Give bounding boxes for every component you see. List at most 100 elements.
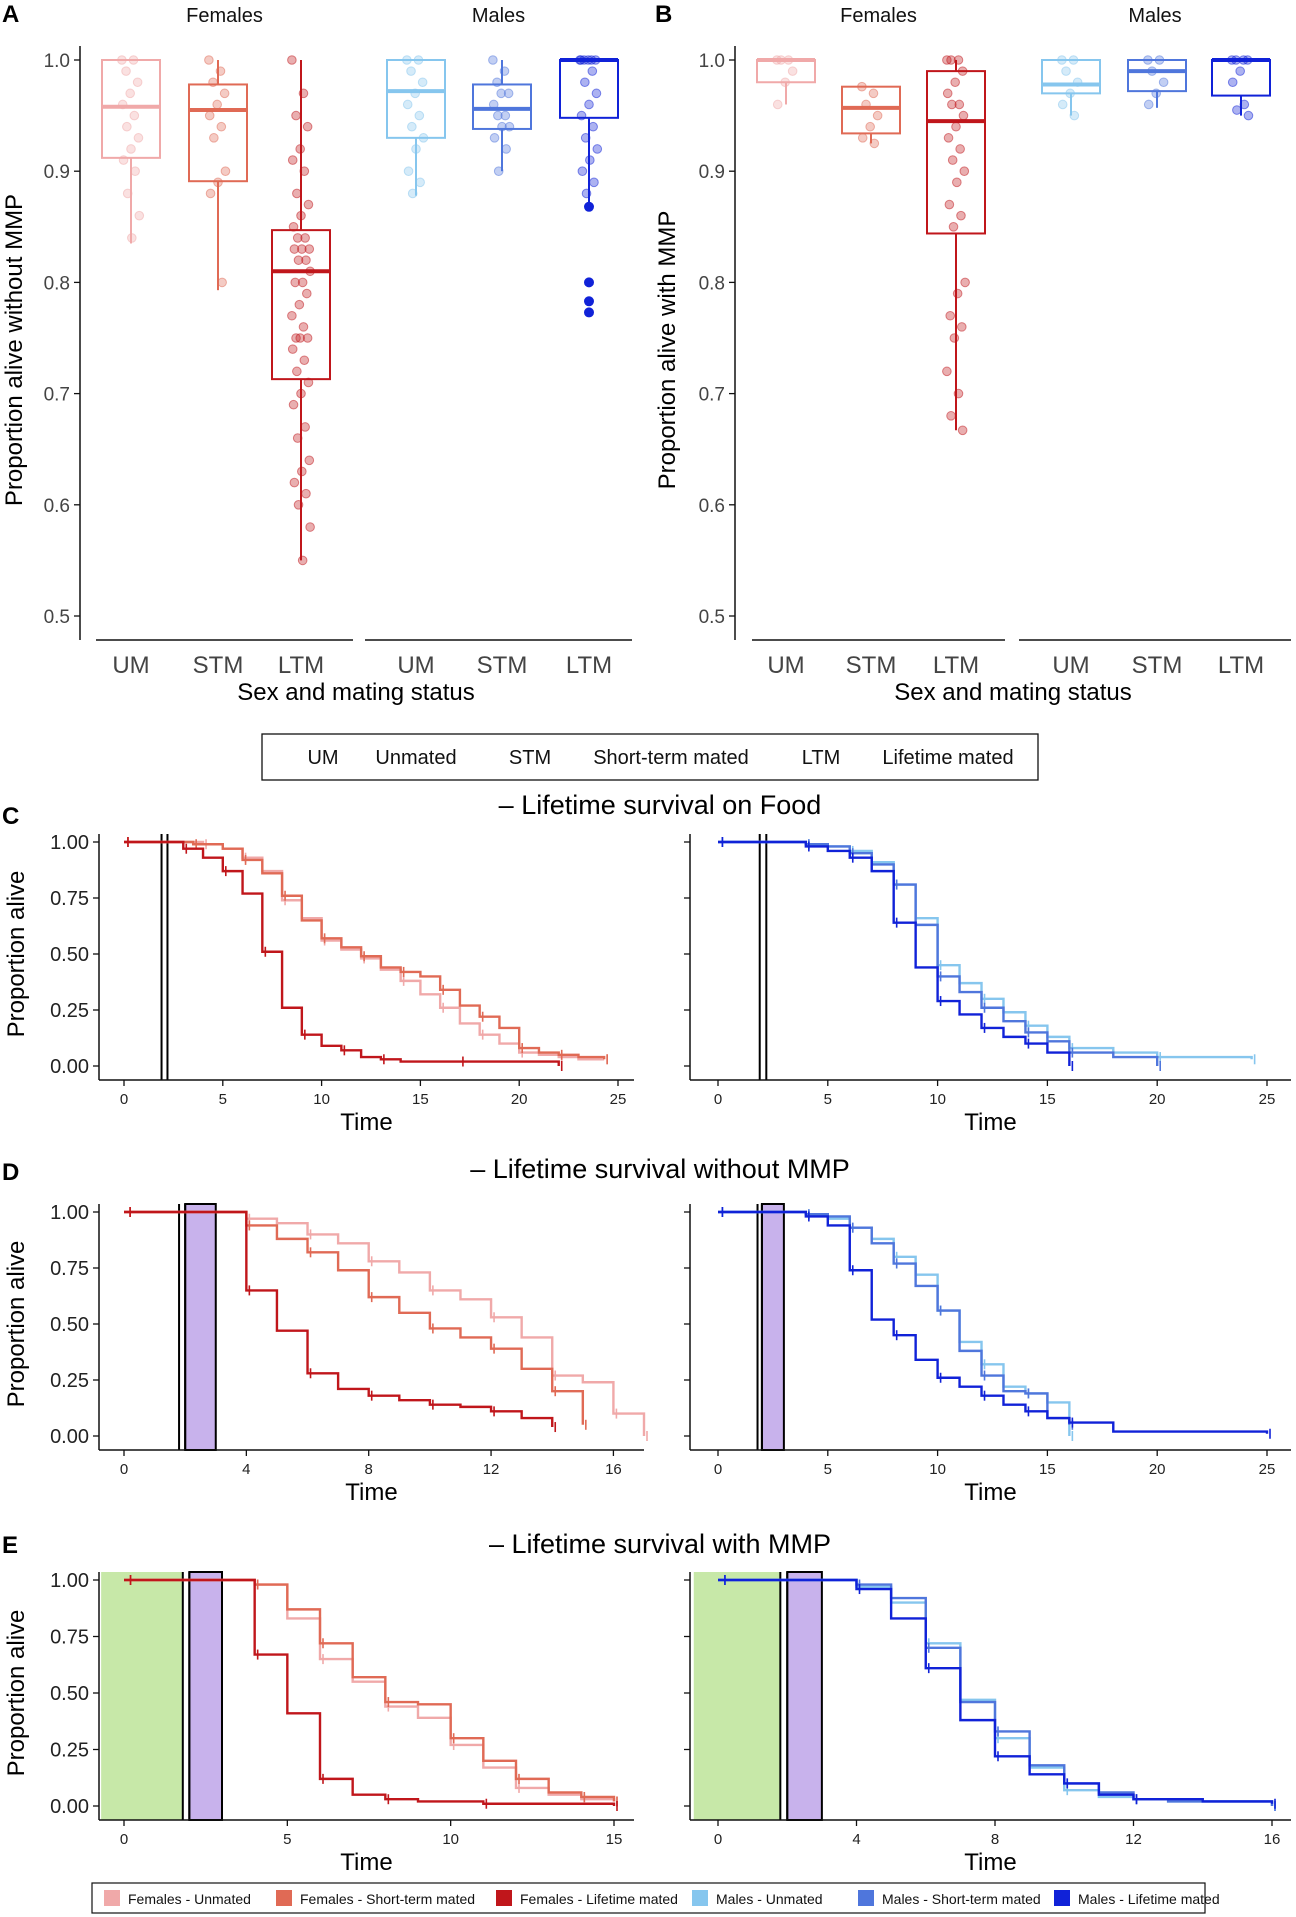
x-tick-label: LTM bbox=[566, 652, 612, 679]
x-tick-label: 12 bbox=[1125, 1831, 1142, 1848]
outlier-point bbox=[584, 277, 594, 288]
data-point bbox=[299, 355, 310, 366]
x-tick-label: LTM bbox=[278, 652, 324, 679]
data-point bbox=[305, 522, 315, 532]
data-point bbox=[293, 255, 304, 265]
data-point bbox=[133, 133, 144, 143]
x-tick-label: 0 bbox=[120, 1461, 128, 1478]
data-point bbox=[946, 411, 956, 421]
data-point bbox=[589, 177, 599, 188]
x-tick-label: 25 bbox=[610, 1091, 627, 1108]
y-tick-label: 1.00 bbox=[50, 1202, 89, 1224]
survival-curve bbox=[124, 1578, 616, 1806]
legend-full-name: Unmated bbox=[375, 747, 456, 769]
y-tick-label: 0.7 bbox=[44, 385, 70, 406]
data-point bbox=[122, 121, 132, 132]
y-axis-label: Proportion alive without MMP bbox=[1, 194, 28, 506]
y-axis-label: Proportion alive bbox=[3, 1241, 30, 1408]
data-point bbox=[212, 99, 222, 110]
mmp-period-shade bbox=[786, 1571, 823, 1821]
x-axis-label: Sex and mating status bbox=[894, 679, 1131, 706]
data-point bbox=[297, 244, 307, 254]
data-point bbox=[303, 199, 314, 210]
y-tick-label: 0.5 bbox=[44, 607, 70, 628]
data-point bbox=[130, 166, 140, 176]
box-iqr bbox=[271, 229, 331, 381]
survival-curve bbox=[124, 1578, 616, 1802]
panel-letter: B bbox=[655, 1, 672, 28]
legend-abbr: UM bbox=[307, 747, 338, 769]
y-tick-label: 0.8 bbox=[44, 273, 70, 294]
data-point bbox=[125, 88, 135, 99]
data-point bbox=[500, 110, 511, 121]
box-0: UM bbox=[756, 55, 816, 679]
x-tick-label: 5 bbox=[283, 1831, 291, 1848]
mmp-period-shade bbox=[760, 1203, 785, 1451]
data-point bbox=[501, 144, 511, 154]
data-point bbox=[772, 99, 783, 110]
data-point bbox=[289, 244, 300, 254]
data-point bbox=[577, 166, 588, 176]
data-point bbox=[787, 66, 798, 76]
x-tick-label: 8 bbox=[365, 1461, 373, 1478]
x-tick-label: 0 bbox=[120, 1091, 128, 1108]
box-iqr bbox=[841, 85, 901, 135]
data-point bbox=[297, 555, 308, 566]
panel-panel-d: D – Lifetime survival without MMP Proporti… bbox=[2, 1154, 1291, 1506]
legend-item: Females - Lifetime mated bbox=[496, 1890, 678, 1907]
survival-curve bbox=[124, 1578, 616, 1802]
data-point bbox=[406, 66, 416, 76]
data-point bbox=[949, 333, 960, 343]
data-point bbox=[955, 144, 965, 154]
x-tick-label: 5 bbox=[824, 1461, 832, 1478]
data-point bbox=[952, 177, 962, 188]
x-tick-label: 12 bbox=[483, 1461, 500, 1478]
data-point bbox=[301, 488, 311, 499]
y-tick-label: 0.00 bbox=[50, 1056, 89, 1078]
box-iqr bbox=[1127, 59, 1187, 93]
data-point bbox=[960, 277, 970, 288]
y-tick-label: 1.0 bbox=[699, 51, 725, 72]
y-axis-label: Proportion alive with MMP bbox=[654, 211, 681, 490]
x-tick-label: LTM bbox=[1218, 652, 1264, 679]
data-point bbox=[301, 255, 311, 265]
box-0: UM bbox=[101, 55, 161, 679]
legend-label: Males - Unmated bbox=[716, 1891, 823, 1907]
survival-curve bbox=[124, 840, 605, 1061]
x-tick-label: STM bbox=[477, 652, 528, 679]
panel-letter: C bbox=[2, 803, 19, 830]
data-point bbox=[287, 344, 298, 354]
data-point bbox=[205, 188, 216, 199]
x-tick-label: UM bbox=[112, 652, 149, 679]
box-3: UM bbox=[386, 55, 446, 679]
x-tick-label: 10 bbox=[442, 1831, 459, 1848]
x-axis-label: Time bbox=[964, 1109, 1016, 1136]
data-point bbox=[295, 333, 305, 343]
panel-letter: E bbox=[2, 1532, 18, 1559]
x-tick-label: 10 bbox=[313, 1091, 330, 1108]
panel-title: – Lifetime survival with MMP bbox=[489, 1529, 831, 1559]
data-point bbox=[414, 110, 425, 121]
data-point bbox=[1232, 105, 1242, 115]
legend-abbr: LTM bbox=[802, 747, 841, 769]
x-tick-label: 5 bbox=[219, 1091, 227, 1108]
data-point bbox=[217, 277, 227, 288]
x-axis-label: Sex and mating status bbox=[237, 679, 474, 706]
data-point bbox=[1158, 77, 1169, 88]
x-tick-label: 25 bbox=[1259, 1091, 1276, 1108]
data-point bbox=[959, 166, 970, 176]
x-tick-label: 16 bbox=[1264, 1831, 1281, 1848]
facet-label: Males bbox=[472, 5, 525, 27]
data-point bbox=[287, 55, 297, 65]
survival-plot-right: 0 5 10 15 20 25 Time bbox=[684, 1203, 1291, 1506]
box-2: LTM bbox=[926, 55, 986, 679]
data-point bbox=[872, 110, 883, 121]
data-point bbox=[945, 310, 956, 321]
food-period-shade bbox=[693, 1572, 781, 1820]
x-tick-label: 16 bbox=[605, 1461, 622, 1478]
data-point bbox=[857, 133, 868, 143]
data-point bbox=[946, 55, 956, 65]
data-point bbox=[493, 110, 503, 121]
box-5: LTM bbox=[559, 55, 619, 679]
